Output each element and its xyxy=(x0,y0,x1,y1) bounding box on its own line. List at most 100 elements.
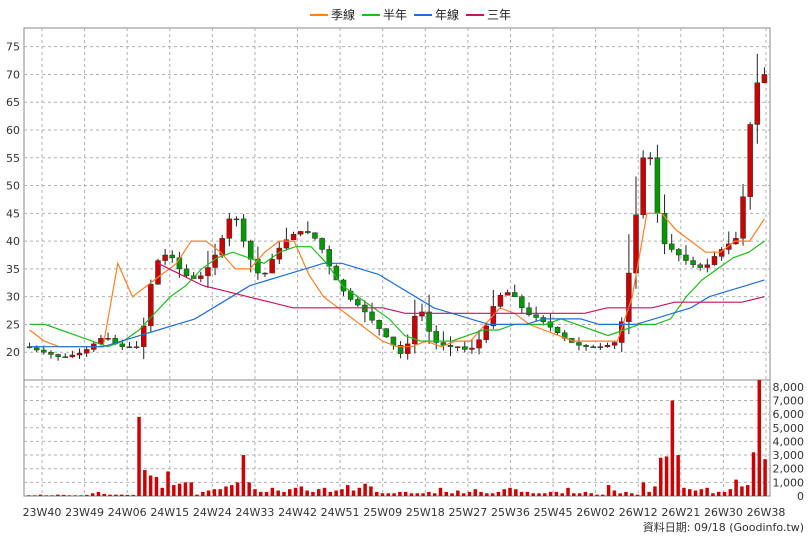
candle-body xyxy=(383,328,390,338)
volume-bar xyxy=(473,489,477,496)
volume-bar xyxy=(444,491,449,496)
volume-bar xyxy=(177,483,182,496)
candle-body xyxy=(690,260,696,265)
legend: 季線 半年 年線 三年 xyxy=(310,7,511,22)
candlesticks xyxy=(26,53,768,361)
candle-body xyxy=(69,354,76,358)
candle-body xyxy=(155,260,161,285)
candle-body xyxy=(226,218,233,239)
volume-bar xyxy=(380,493,385,496)
volume-bar xyxy=(537,493,541,496)
time-tick-label: 26W38 xyxy=(747,506,786,519)
time-tick-label: 26W12 xyxy=(619,506,658,519)
volume-bar xyxy=(479,491,483,496)
candle-body xyxy=(240,218,247,242)
volume-bar xyxy=(73,495,78,496)
volume-bar xyxy=(531,493,535,496)
volume-bar xyxy=(96,491,101,496)
volume-bar xyxy=(328,491,333,496)
candle-body xyxy=(262,272,268,275)
volume-bar xyxy=(653,486,657,496)
candle-body xyxy=(247,240,254,260)
volume-bar xyxy=(728,489,733,496)
volume-bar xyxy=(711,493,715,496)
volume-bar xyxy=(664,456,669,496)
volume-bar xyxy=(618,493,622,496)
candle-body xyxy=(554,326,561,334)
volume-bar xyxy=(676,455,680,496)
volume-tick-label: 7,000 xyxy=(773,394,805,407)
candle-body xyxy=(426,311,432,332)
volume-bar xyxy=(705,487,709,496)
ma-line-2 xyxy=(29,262,765,348)
volume-bar xyxy=(247,482,251,496)
time-tick-label: 25W45 xyxy=(534,506,573,519)
volume-bar xyxy=(311,491,315,496)
time-tick-label: 24W51 xyxy=(321,506,360,519)
volume-bar xyxy=(305,490,309,496)
volume-bar xyxy=(108,494,112,496)
legend-label-three-year: 三年 xyxy=(487,8,511,22)
candle-body xyxy=(626,272,632,322)
candle-body xyxy=(183,268,190,277)
candle-body xyxy=(704,264,711,268)
volume-bar xyxy=(409,493,414,496)
volume-bar xyxy=(270,487,275,496)
volume-bar xyxy=(154,476,159,496)
volume-bar xyxy=(201,491,205,496)
volume-axis: 01,0002,0003,0004,0005,0006,0007,0008,00… xyxy=(773,381,805,503)
volume-bar xyxy=(548,491,553,496)
volume-bar xyxy=(601,494,605,496)
volume-bar xyxy=(85,494,89,496)
volume-bar xyxy=(757,380,762,496)
data-date-footer: 資料日期: 09/18 (Goodinfo.tw) xyxy=(643,520,804,534)
time-tick-label: 23W49 xyxy=(65,506,104,519)
volume-bar xyxy=(264,491,269,496)
volume-bar xyxy=(635,494,640,496)
candle-body xyxy=(583,345,589,347)
candle-body xyxy=(483,325,489,340)
time-tick-label: 25W18 xyxy=(406,506,445,519)
price-tick-label: 55 xyxy=(6,152,20,165)
volume-tick-label: 5,000 xyxy=(773,422,805,435)
candle-body xyxy=(476,339,482,349)
volume-bar xyxy=(259,491,263,496)
volume-bar xyxy=(554,491,559,496)
candle-body xyxy=(683,254,689,261)
candle-body xyxy=(219,238,225,256)
candle-body xyxy=(390,336,397,346)
candle-body xyxy=(547,321,554,328)
volume-tick-label: 4,000 xyxy=(773,435,805,448)
volume-bar xyxy=(456,490,460,496)
candle-body xyxy=(526,307,532,315)
candle-body xyxy=(604,345,611,347)
candle-body xyxy=(169,254,176,259)
candle-body xyxy=(412,315,418,345)
volume-bar xyxy=(276,490,280,496)
candle-body xyxy=(697,264,703,268)
volume-bar xyxy=(137,416,141,496)
candle-body xyxy=(647,157,654,160)
time-tick-label: 24W15 xyxy=(150,506,189,519)
volume-bar xyxy=(398,491,402,496)
volume-bar xyxy=(519,491,524,496)
volume-bar xyxy=(218,489,222,496)
volume-bar xyxy=(334,490,338,496)
candle-body xyxy=(597,346,604,348)
candle-body xyxy=(676,249,682,256)
volume-bar xyxy=(682,487,686,496)
candle-body xyxy=(754,82,761,125)
volume-bar xyxy=(595,494,599,496)
candle-body xyxy=(740,196,746,239)
candle-body xyxy=(497,295,504,307)
candle-body xyxy=(611,342,618,346)
volume-tick-label: 8,000 xyxy=(773,381,805,394)
volume-bar xyxy=(230,485,234,496)
price-tick-label: 75 xyxy=(6,41,20,54)
volume-bar xyxy=(172,485,176,496)
ma-line-1 xyxy=(29,240,765,348)
volume-bar xyxy=(577,493,582,496)
volume-bar xyxy=(763,459,767,496)
volume-bar xyxy=(183,482,188,496)
price-tick-label: 60 xyxy=(6,124,20,137)
